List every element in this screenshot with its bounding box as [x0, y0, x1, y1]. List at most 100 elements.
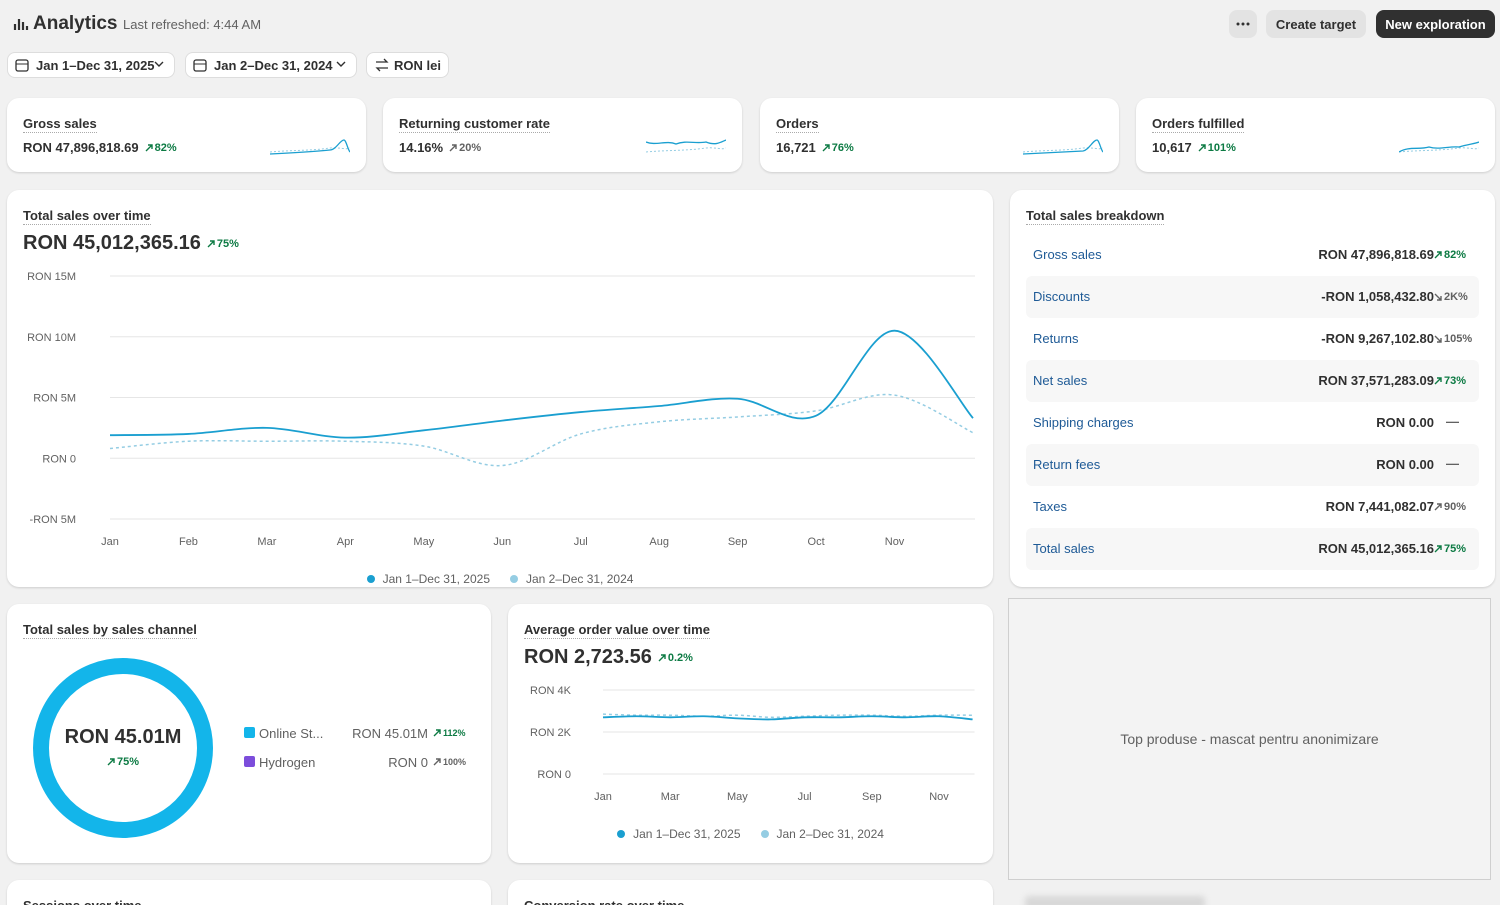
y-tick-label: RON 5M — [33, 393, 76, 405]
new-exploration-button[interactable]: New exploration — [1376, 10, 1495, 38]
sparkline-current — [1399, 141, 1479, 153]
kpi-label: Orders fulfilled — [1152, 116, 1245, 133]
sparkline-prev — [1399, 147, 1479, 153]
calendar-icon — [15, 59, 29, 72]
legend-value: RON 45.01M — [352, 726, 428, 741]
card-title: Total sales by sales channel — [23, 622, 197, 639]
change-value: 82% — [154, 141, 177, 154]
top-products-placeholder: Top produse - mascat pentru anonimizare — [1008, 598, 1491, 880]
sparkline-current — [1023, 139, 1103, 155]
x-tick-label: Sep — [728, 536, 748, 548]
legend-item: Jan 1–Dec 31, 2025 — [617, 827, 741, 841]
change-value: 101% — [1207, 141, 1236, 154]
legend-dot — [510, 575, 518, 583]
card-title: Total sales over time — [23, 208, 151, 225]
x-tick-label: Feb — [179, 536, 198, 548]
arrow-shape — [1434, 503, 1442, 511]
arrow-shape — [658, 653, 666, 661]
create-target-button[interactable]: Create target — [1266, 10, 1366, 38]
x-tick-label: Mar — [661, 791, 680, 803]
legend: Jan 1–Dec 31, 2025 Jan 2–Dec 31, 2024 — [508, 827, 993, 841]
x-tick-label: Jan — [594, 791, 612, 803]
series-line — [109, 329, 974, 439]
change-badge: 82% — [145, 142, 177, 154]
trend-arrow — [107, 758, 115, 766]
currency-filter[interactable]: RON lei — [366, 52, 449, 78]
change-value: 112% — [443, 728, 466, 738]
legend-item: Jan 2–Dec 31, 2024 — [760, 827, 884, 841]
arrow-shape — [822, 143, 830, 151]
arrow-shape — [1434, 251, 1442, 259]
breakdown-row: Taxes RON 7,441,082.07 90% — [1026, 486, 1479, 528]
trend-arrow — [1198, 143, 1206, 151]
change-value: 90% — [1444, 501, 1467, 513]
kpi-value: 16,721 — [776, 140, 816, 155]
y-tick-label: RON 10M — [27, 332, 76, 344]
y-tick-label: RON 2K — [530, 727, 572, 739]
breakdown-row: Gross sales RON 47,896,818.69 82% — [1026, 234, 1479, 276]
line-chart: -RON 5M RON 0 RON 5M RON 10M RON 15M Jan Feb Ma… — [27, 271, 975, 548]
legend-value: RON 0 — [388, 755, 428, 770]
row-label: Returns — [1033, 331, 1079, 346]
change-value: 2K% — [1444, 291, 1468, 303]
row-value: RON 45,012,365.16 — [1318, 541, 1434, 556]
trend-arrow — [449, 143, 457, 151]
change-badge: — — [1446, 456, 1459, 471]
change-badge: 2K% — [1434, 291, 1468, 303]
x-tick-label: Sep — [862, 791, 882, 803]
legend-dot — [366, 575, 375, 583]
legend-label: Online St... — [259, 726, 324, 741]
exchange-icon — [375, 58, 389, 72]
change-badge: 101% — [1198, 142, 1236, 154]
breakdown-row: Discounts -RON 1,058,432.80 2K% — [1026, 276, 1479, 318]
change-value: 0.2% — [667, 651, 693, 664]
last-refreshed: Last refreshed: 4:44 AM — [123, 17, 262, 32]
legend-dot — [760, 830, 769, 838]
change-value: 20% — [459, 141, 482, 154]
legend-dot — [617, 830, 626, 838]
compare-filter[interactable]: Jan 2–Dec 31, 2024 — [185, 52, 357, 78]
row-value: RON 47,896,818.69 — [1318, 247, 1434, 262]
headline-row: RON 45,012,365.16 75% — [23, 232, 239, 255]
legend-item: Jan 2–Dec 31, 2024 — [510, 572, 633, 586]
analytics-icon — [13, 19, 29, 30]
row-label: Shipping charges — [1033, 415, 1134, 430]
donut-center-change: 75% — [23, 756, 223, 768]
change-badge: 73% — [1434, 375, 1466, 387]
row-label: Return fees — [1033, 457, 1101, 472]
row-label: Net sales — [1033, 373, 1088, 388]
sparkline — [646, 139, 726, 153]
legend: Jan 1–Dec 31, 2025 Jan 2–Dec 31, 2024 — [7, 572, 993, 586]
card-title: Average order value over time — [524, 622, 710, 639]
breakdown-row: Shipping charges RON 0.00 — — [1026, 402, 1479, 444]
change-badge: 82% — [1434, 249, 1466, 261]
chart-card: Conversion rate over time — [508, 880, 993, 905]
kpi-card: Returning customer rate 14.16% 20% — [383, 98, 742, 172]
calendar-icon — [193, 59, 207, 72]
x-tick-label: Jun — [493, 536, 511, 548]
change-badge: 76% — [822, 142, 854, 154]
date-filter[interactable]: Jan 1–Dec 31, 2025 — [7, 52, 175, 78]
row-value: -RON 1,058,432.80 — [1321, 289, 1434, 304]
row-label: Gross sales — [1033, 247, 1102, 262]
breakdown-row: Returns -RON 9,267,102.80 105% — [1026, 318, 1479, 360]
card-title: Conversion rate over time — [524, 898, 684, 905]
placeholder-text: Top produse - mascat pentru anonimizare — [1120, 731, 1379, 747]
sparkline — [1023, 139, 1103, 155]
kpi-value: 10,617 — [1152, 140, 1192, 155]
line-chart: RON 0 RON 2K RON 4K Jan Mar May Jul Sep Nov — [530, 685, 975, 803]
sparkline — [1399, 141, 1479, 153]
chart-card: Sessions over time — [7, 880, 491, 905]
chart-card: Total sales by sales channel RON 45.01M 75… — [7, 604, 491, 863]
change-badge: 75% — [1434, 543, 1466, 555]
change-value: — — [1446, 456, 1459, 471]
x-tick-label: Nov — [929, 791, 949, 803]
change-value: — — [1446, 414, 1459, 429]
trend-arrow — [822, 143, 830, 151]
blurred-block — [1025, 896, 1205, 905]
card-title: Sessions over time — [23, 898, 142, 905]
trend-arrow — [433, 729, 441, 737]
more-button[interactable] — [1229, 10, 1257, 38]
change-value: 76% — [831, 141, 854, 154]
